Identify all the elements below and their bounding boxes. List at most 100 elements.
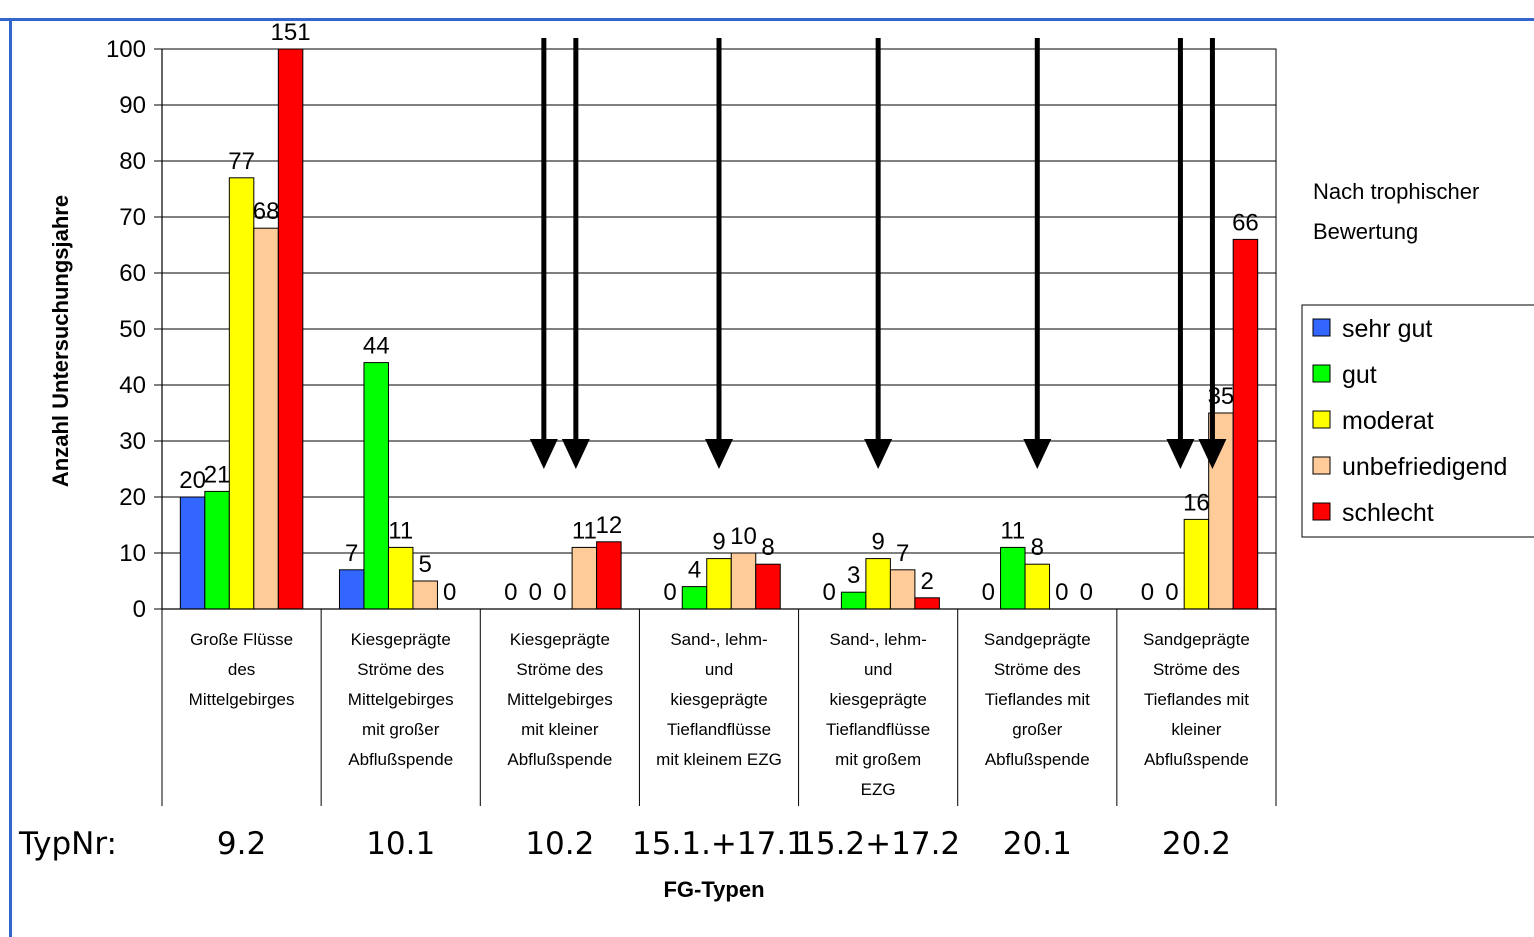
data-label: 3 <box>847 562 860 589</box>
legend-label: sehr gut <box>1342 315 1432 343</box>
bar <box>1000 546 1026 610</box>
data-label: 0 <box>822 579 835 606</box>
category-label: und <box>705 660 733 679</box>
category-label: EZG <box>861 780 896 799</box>
category-label: und <box>864 660 892 679</box>
arrow-head <box>529 439 558 469</box>
category-label: Mittelgebirges <box>189 690 295 709</box>
arrow-head <box>561 439 590 469</box>
y-tick-label: 90 <box>119 92 146 119</box>
category-label: mit großem <box>835 750 921 769</box>
category-label: Kiesgeprägte <box>510 630 610 649</box>
x-axis-title: FG-Typen <box>663 877 764 902</box>
category-label: Ströme des <box>357 660 444 679</box>
data-label: 21 <box>204 461 231 488</box>
legend-label: gut <box>1342 361 1377 389</box>
y-tick-label: 20 <box>119 484 146 511</box>
category-label: Ströme des <box>994 660 1081 679</box>
bar <box>1232 238 1259 610</box>
category-label: Sandgeprägte <box>1143 630 1250 649</box>
legend-label: unbefriedigend <box>1342 453 1507 481</box>
arrow-head <box>1198 439 1227 469</box>
bar <box>755 563 781 610</box>
data-label: 0 <box>663 579 676 606</box>
category-label: Abflußspende <box>507 750 612 769</box>
category-label: kiesgeprägte <box>670 690 767 709</box>
category-table: Große Flüsse des Mittelgebirges 9.2 Kiesgepr… <box>18 608 1277 902</box>
data-label: 11 <box>572 517 597 544</box>
category-label: Ströme des <box>1153 660 1240 679</box>
y-tick-label: 70 <box>119 204 146 231</box>
category-label: des <box>228 660 255 679</box>
data-label: 0 <box>1165 579 1178 606</box>
typ-number: 9.2 <box>217 826 266 862</box>
bar <box>1024 563 1051 610</box>
bar <box>387 546 414 610</box>
annotation-arrows <box>529 38 1227 469</box>
bar <box>596 541 622 610</box>
typ-number: 15.2+17.2 <box>796 826 960 862</box>
legend-swatch <box>1312 502 1331 521</box>
data-label: 11 <box>388 517 413 544</box>
arrow-head <box>705 439 733 469</box>
typ-prefix-label: TypNr: <box>18 826 117 862</box>
arrow-head <box>1023 439 1052 469</box>
typ-number: 10.1 <box>366 826 435 862</box>
bar <box>277 48 304 610</box>
arrow-head <box>1166 439 1195 469</box>
bars <box>179 48 1259 610</box>
data-label: 0 <box>529 579 542 606</box>
legend-note-line: Bewertung <box>1313 219 1418 244</box>
bar <box>914 597 940 610</box>
category-label: kleiner <box>1171 720 1221 739</box>
data-label: 66 <box>1232 209 1259 236</box>
legend-swatch <box>1312 318 1331 337</box>
data-label: 0 <box>1080 579 1093 606</box>
data-label: 7 <box>896 540 909 567</box>
y-tick-label: 100 <box>106 36 146 63</box>
bar <box>363 362 389 610</box>
data-label: 7 <box>345 540 358 567</box>
legend-swatch <box>1312 364 1331 383</box>
data-label: 0 <box>1141 579 1154 606</box>
legend-note-line: Nach trophischer <box>1313 179 1479 204</box>
bar <box>253 227 279 610</box>
bar <box>338 569 365 610</box>
bar <box>204 490 230 610</box>
category-label: Abflußspende <box>985 750 1090 769</box>
data-label: 9 <box>712 529 725 556</box>
data-label: 11 <box>1000 517 1025 544</box>
arrow-head <box>864 439 893 469</box>
data-label: 44 <box>363 333 390 360</box>
data-label: 0 <box>443 579 456 606</box>
data-label: 77 <box>228 148 255 175</box>
data-label: 68 <box>253 198 280 225</box>
data-label: 4 <box>688 557 701 584</box>
category-label: Sand-, lehm- <box>829 630 926 649</box>
bar <box>730 552 757 610</box>
bar <box>412 580 438 610</box>
category-label: Kiesgeprägte <box>351 630 451 649</box>
y-tick-label: 60 <box>119 260 146 287</box>
category-label: mit kleinem EZG <box>656 750 782 769</box>
y-tick-label: 80 <box>119 148 146 175</box>
category-label: großer <box>1012 720 1062 739</box>
typ-number: 15.1.+17.1 <box>632 826 806 862</box>
category-label: Tieflandflüsse <box>667 720 771 739</box>
category-label: Tieflandflüsse <box>826 720 930 739</box>
bar <box>706 558 732 610</box>
data-label: 20 <box>179 467 206 494</box>
bar <box>228 177 255 610</box>
legend: Nach trophischer Bewertung sehr gut gut mode… <box>1301 179 1534 538</box>
category-label: Sandgeprägte <box>984 630 1091 649</box>
category-label: mit großer <box>362 720 440 739</box>
category-label: kiesgeprägte <box>829 690 926 709</box>
category-label: Sand-, lehm- <box>670 630 767 649</box>
data-label: 0 <box>504 579 517 606</box>
slide-edge-left <box>0 0 12 937</box>
category-label: Abflußspende <box>1144 750 1249 769</box>
y-tick-label: 10 <box>119 540 146 567</box>
legend-swatch <box>1312 456 1331 475</box>
typ-number: 10.2 <box>525 826 594 862</box>
